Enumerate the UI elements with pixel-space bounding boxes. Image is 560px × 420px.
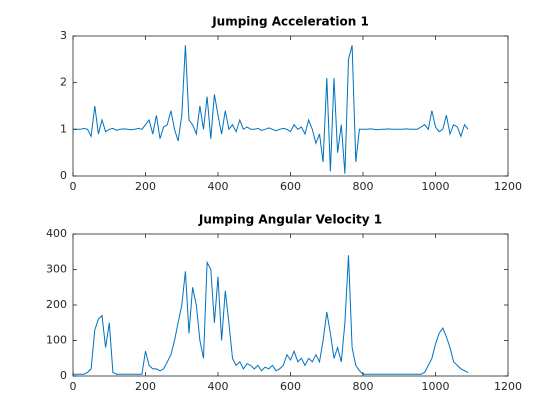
chart-title: Jumping Angular Velocity 1	[198, 213, 382, 227]
x-tick-label: 800	[353, 380, 374, 393]
data-line	[73, 45, 469, 174]
y-tick-label: 200	[46, 298, 67, 311]
y-tick-label: 0	[60, 169, 67, 182]
x-tick-label: 1200	[494, 180, 522, 193]
x-tick-label: 1000	[422, 380, 450, 393]
x-tick-label: 1200	[494, 380, 522, 393]
x-tick-label: 400	[208, 380, 229, 393]
x-tick-label: 800	[353, 180, 374, 193]
x-tick-label: 0	[70, 180, 77, 193]
x-tick-label: 600	[280, 380, 301, 393]
x-tick-label: 200	[135, 180, 156, 193]
x-tick-label: 1000	[422, 180, 450, 193]
x-tick-label: 0	[70, 380, 77, 393]
y-tick-label: 400	[46, 227, 67, 240]
x-tick-label: 200	[135, 380, 156, 393]
y-tick-label: 300	[46, 263, 67, 276]
y-tick-label: 3	[60, 29, 67, 42]
x-tick-label: 400	[208, 180, 229, 193]
y-tick-label: 2	[60, 76, 67, 89]
data-line	[73, 255, 469, 375]
y-tick-label: 1	[60, 122, 67, 135]
y-tick-label: 100	[46, 334, 67, 347]
x-tick-label: 600	[280, 180, 301, 193]
chart-title: Jumping Acceleration 1	[211, 15, 369, 29]
y-tick-label: 0	[60, 369, 67, 382]
